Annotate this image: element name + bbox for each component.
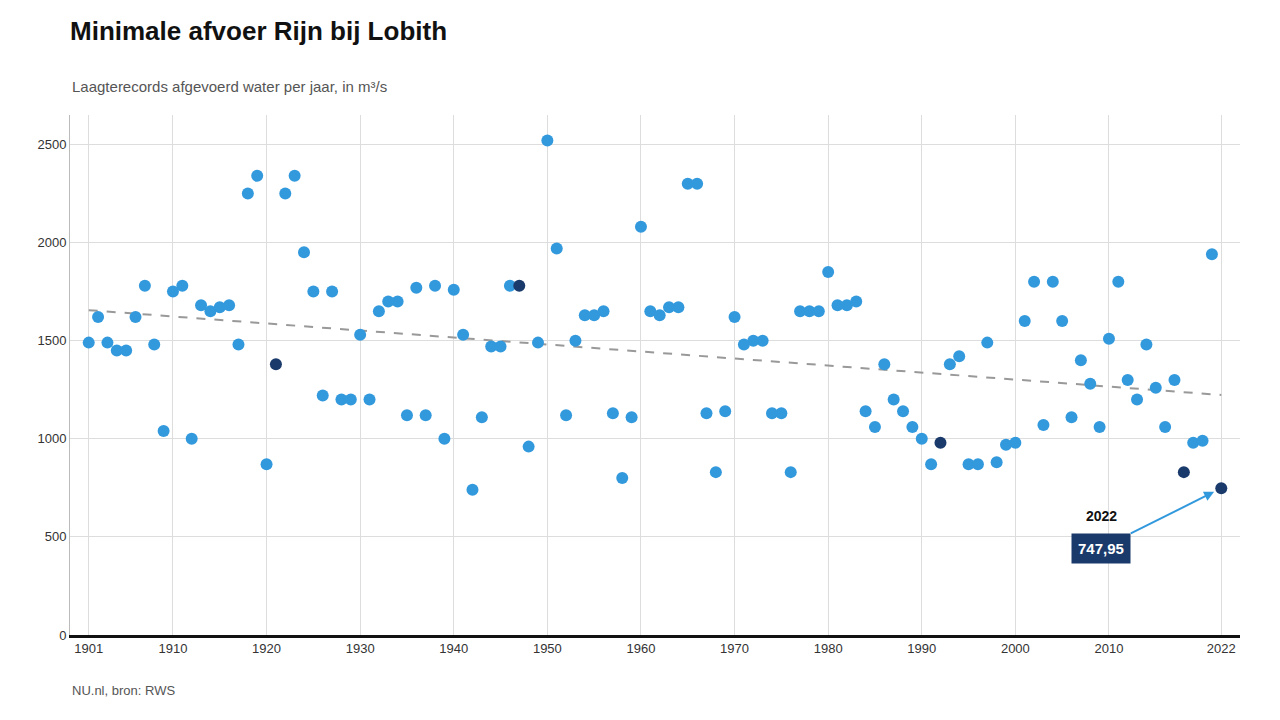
svg-text:1940: 1940	[439, 641, 468, 656]
svg-text:1901: 1901	[74, 641, 103, 656]
svg-text:1910: 1910	[158, 641, 187, 656]
svg-text:1980: 1980	[814, 641, 843, 656]
svg-text:2500: 2500	[37, 137, 66, 152]
svg-text:1920: 1920	[252, 641, 281, 656]
svg-text:1950: 1950	[533, 641, 562, 656]
svg-text:500: 500	[45, 529, 67, 544]
svg-text:Minimale afvoer Rijn bij Lobit: Minimale afvoer Rijn bij Lobith	[70, 16, 447, 46]
svg-text:0: 0	[59, 628, 66, 643]
svg-text:1960: 1960	[626, 641, 655, 656]
svg-text:2022: 2022	[1207, 641, 1236, 656]
svg-text:1990: 1990	[907, 641, 936, 656]
svg-text:NU.nl, bron: RWS: NU.nl, bron: RWS	[72, 683, 175, 698]
svg-text:1500: 1500	[37, 333, 66, 348]
svg-text:1930: 1930	[346, 641, 375, 656]
svg-text:1970: 1970	[720, 641, 749, 656]
svg-text:1000: 1000	[37, 431, 66, 446]
svg-text:2000: 2000	[1001, 641, 1030, 656]
svg-text:2010: 2010	[1094, 641, 1123, 656]
svg-text:Laagterecords afgevoerd water: Laagterecords afgevoerd water per jaar, …	[72, 78, 387, 95]
svg-text:2022: 2022	[1086, 508, 1117, 524]
svg-text:2000: 2000	[37, 235, 66, 250]
svg-text:747,95: 747,95	[1078, 540, 1124, 557]
